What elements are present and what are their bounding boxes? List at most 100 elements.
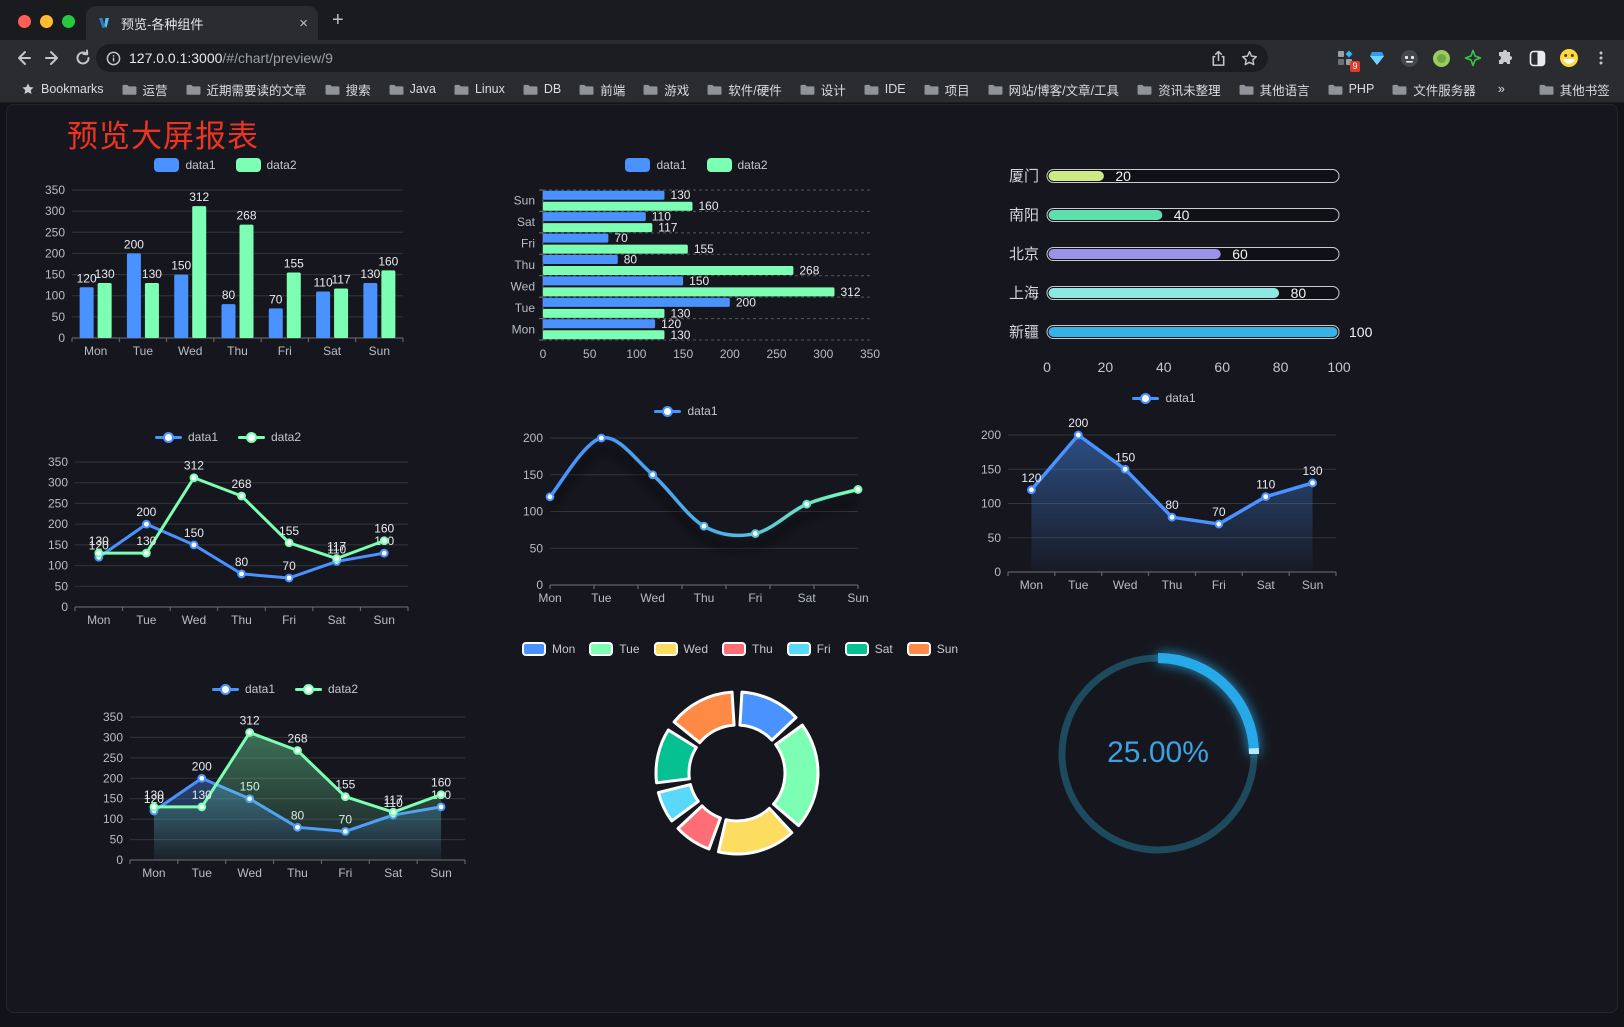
svg-text:Wed: Wed — [182, 613, 206, 627]
bookmark-folder-news[interactable]: 资讯未整理 — [1130, 78, 1228, 101]
other-bookmarks-item[interactable]: 其他书签 — [1532, 78, 1617, 101]
svg-text:350: 350 — [860, 347, 880, 361]
capsule-progress-chart: 厦门 20 南阳 40 北京 60 上海 80 新疆 100 0 20 40 60 80 100 — [995, 150, 1395, 385]
legend-item-fri[interactable]: Fri — [786, 642, 831, 656]
svg-text:70: 70 — [1212, 505, 1226, 519]
bookmarks-overflow-button[interactable]: » — [1497, 82, 1505, 96]
legend-item-tue[interactable]: Tue — [589, 642, 640, 656]
folder-icon — [988, 84, 1003, 95]
minimize-window-button[interactable] — [40, 15, 53, 28]
share-icon[interactable] — [1210, 50, 1227, 67]
bar-chart-plot[interactable]: 050100150200250300350Mon120130Tue200130W… — [38, 146, 413, 366]
legend-item-data2[interactable]: data2 — [238, 430, 301, 444]
back-button[interactable] — [8, 44, 38, 72]
legend-item-data1[interactable]: data1 — [154, 430, 218, 444]
extension-grid-icon[interactable]: 9 — [1334, 47, 1360, 72]
extensions-puzzle-icon[interactable] — [1494, 47, 1516, 69]
bookmarks-root-item[interactable]: Bookmarks — [14, 80, 111, 98]
folder-icon — [1392, 84, 1407, 95]
capsule-chart-plot[interactable]: 厦门 20 南阳 40 北京 60 上海 80 新疆 100 0 20 40 60 80 100 — [995, 150, 1395, 385]
svg-text:60: 60 — [1214, 359, 1230, 375]
bookmark-folder-software[interactable]: 软件/硬件 — [700, 78, 788, 101]
legend-item-sat[interactable]: Sat — [844, 642, 893, 656]
browser-toolbar: 127.0.0.1:3000/#/chart/preview/9 9 — [0, 40, 1624, 76]
legend-item-data1[interactable]: data1 — [211, 682, 275, 696]
svg-text:Wed: Wed — [237, 866, 261, 880]
page-panel: 预览大屏报表 — [6, 104, 1618, 1013]
bookmark-folder-linux[interactable]: Linux — [447, 80, 512, 98]
bookmark-folder-design[interactable]: 设计 — [793, 78, 853, 101]
svg-text:厦门: 厦门 — [1009, 168, 1039, 185]
bookmark-folder-fileserver[interactable]: 文件服务器 — [1385, 78, 1483, 101]
gauge-plot[interactable] — [1042, 638, 1274, 870]
bookmark-folder-php[interactable]: PHP — [1321, 80, 1382, 98]
svg-text:160: 160 — [378, 254, 398, 268]
folder-icon — [186, 84, 201, 95]
legend-item-data1[interactable]: data1 — [1132, 391, 1196, 405]
bookmark-star-icon[interactable] — [1241, 50, 1258, 67]
forward-button[interactable] — [38, 44, 68, 72]
bookmark-folder-websites[interactable]: 网站/博客/文章/工具 — [981, 78, 1126, 101]
folder-icon — [579, 84, 594, 95]
site-info-icon[interactable] — [106, 51, 121, 66]
svg-text:40: 40 — [1156, 359, 1172, 375]
svg-text:0: 0 — [540, 347, 547, 361]
legend-item-sun[interactable]: Sun — [906, 642, 958, 656]
svg-text:70: 70 — [269, 292, 283, 306]
svg-text:0: 0 — [1043, 359, 1051, 375]
line-chart-plot[interactable]: 0 50 100 150 200 250 300 350 Mon Tue Wed Thu Fri Sat S… — [38, 425, 418, 635]
legend-item-data1[interactable]: data1 — [154, 158, 216, 172]
svg-text:350: 350 — [48, 455, 68, 469]
legend-item-data2[interactable]: data2 — [706, 158, 768, 172]
reload-button[interactable] — [68, 44, 98, 72]
bookmark-folder-search[interactable]: 搜索 — [318, 78, 378, 101]
svg-text:Thu: Thu — [1162, 578, 1183, 592]
svg-text:150: 150 — [171, 259, 191, 273]
url-text: 127.0.0.1:3000/#/chart/preview/9 — [129, 50, 333, 66]
bookmark-folder-other-langs[interactable]: 其他语言 — [1232, 78, 1317, 101]
legend-swatch — [235, 158, 261, 172]
legend-item-wed[interactable]: Wed — [653, 642, 708, 656]
area-line-chart: data1 0 50 100 150 200 Mon Tue Wed Thu Fri Sat Sun 1… — [978, 385, 1350, 598]
browser-tab[interactable]: 预览-各种组件 × — [86, 6, 318, 40]
bookmark-folder-frontend[interactable]: 前端 — [572, 78, 632, 101]
gradient-line-plot[interactable]: 0 50 100 150 200 Mon Tue Wed Thu Fri Sat Sun — [500, 398, 872, 611]
svg-text:200: 200 — [103, 771, 123, 785]
svg-text:70: 70 — [614, 231, 628, 245]
svg-text:Sun: Sun — [374, 613, 395, 627]
extension-gem-icon[interactable] — [1366, 47, 1388, 69]
legend-swatch — [654, 405, 682, 417]
svg-text:150: 150 — [1115, 450, 1135, 464]
new-tab-button[interactable]: + — [332, 9, 344, 31]
svg-text:0: 0 — [61, 600, 68, 614]
emoji-extension-icon[interactable] — [1558, 47, 1580, 69]
bookmark-folder-projects[interactable]: 项目 — [917, 78, 977, 101]
close-window-button[interactable] — [18, 15, 31, 28]
legend-item-data2[interactable]: data2 — [235, 158, 297, 172]
browser-menu-icon[interactable] — [1590, 47, 1612, 69]
dual-area-plot[interactable]: 0 50 100 150 200 250 300 350 Mon Tue Wed Thu Fri Sat S… — [95, 677, 475, 888]
svg-text:150: 150 — [981, 462, 1001, 476]
legend-item-data1[interactable]: data1 — [625, 158, 687, 172]
bookmark-folder-db[interactable]: DB — [516, 80, 568, 98]
extension-dark-circle-icon[interactable] — [1398, 47, 1420, 69]
bookmark-folder-yunying[interactable]: 运营 — [115, 78, 175, 101]
address-bar[interactable]: 127.0.0.1:3000/#/chart/preview/9 — [96, 44, 1268, 72]
legend-item-thu[interactable]: Thu — [722, 642, 773, 656]
bookmark-folder-java[interactable]: Java — [382, 80, 443, 98]
extension-green-star-icon[interactable] — [1462, 47, 1484, 69]
legend-item-data2[interactable]: data2 — [295, 682, 358, 696]
folder-icon — [454, 84, 469, 95]
maximize-window-button[interactable] — [62, 15, 75, 28]
bookmark-folder-articles[interactable]: 近期需要读的文章 — [179, 78, 314, 101]
area-chart-plot[interactable]: 0 50 100 150 200 Mon Tue Wed Thu Fri Sat Sun 120 200 1… — [978, 385, 1350, 598]
legend-item-data1[interactable]: data1 — [654, 404, 718, 418]
legend-item-mon[interactable]: Mon — [521, 642, 575, 656]
extension-green-circle-icon[interactable] — [1430, 47, 1452, 69]
bookmark-folder-ide[interactable]: IDE — [857, 80, 913, 98]
dark-mode-toggle-icon[interactable] — [1526, 47, 1548, 69]
bookmark-folder-games[interactable]: 游戏 — [636, 78, 696, 101]
tab-close-icon[interactable]: × — [299, 14, 308, 32]
pie-chart-plot[interactable] — [540, 636, 940, 871]
